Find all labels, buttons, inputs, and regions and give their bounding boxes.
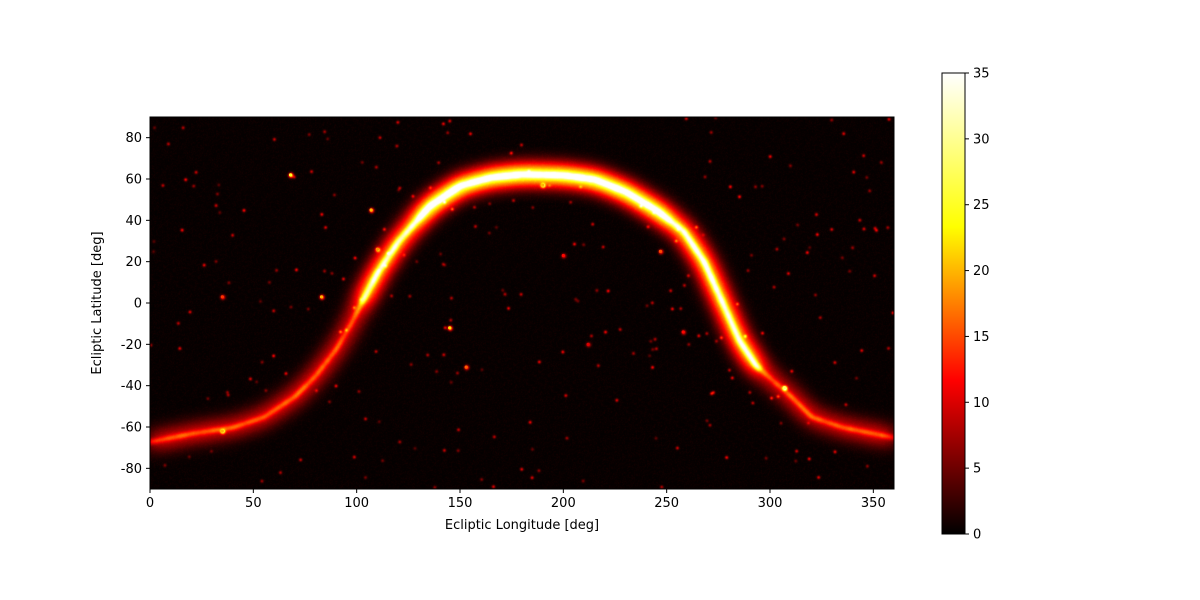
y-tick-label: -40 bbox=[121, 379, 142, 394]
hotspot-point bbox=[369, 208, 373, 212]
colorbar-tick-label: 15 bbox=[973, 330, 990, 345]
x-tick-label: 150 bbox=[448, 496, 473, 511]
y-tick-label: 40 bbox=[125, 214, 142, 229]
hotspot-point bbox=[448, 326, 452, 330]
colorbar: 0 5 10 15 20 25 30 35 bbox=[941, 67, 990, 543]
y-tick-label: -20 bbox=[121, 338, 142, 353]
hotspot-point bbox=[681, 330, 685, 334]
plot-area bbox=[150, 117, 894, 489]
colorbar-tick-label: 25 bbox=[973, 198, 990, 213]
hotspot-point bbox=[782, 386, 787, 390]
hotspot-point bbox=[220, 295, 224, 299]
x-tick-label: 200 bbox=[551, 496, 576, 511]
x-axis-label: Ecliptic Longitude [deg] bbox=[445, 518, 599, 533]
colorbar-tick-label: 35 bbox=[973, 67, 990, 82]
hotspot-point bbox=[561, 253, 565, 258]
y-axis-ticks: -80 -60 -40 -20 0 20 40 60 80 bbox=[121, 131, 150, 477]
y-tick-label: 20 bbox=[125, 255, 142, 270]
x-tick-label: 300 bbox=[758, 496, 783, 511]
hotspot-point bbox=[319, 295, 324, 299]
y-tick-label: -80 bbox=[121, 462, 142, 477]
x-tick-label: 100 bbox=[344, 496, 369, 511]
colorbar-tick-label: 0 bbox=[973, 528, 981, 543]
colorbar-tick-label: 20 bbox=[973, 264, 990, 279]
heatmap-image bbox=[150, 117, 894, 489]
x-tick-label: 50 bbox=[245, 496, 262, 511]
colorbar-ticks: 0 5 10 15 20 25 30 35 bbox=[965, 67, 990, 543]
y-tick-label: 80 bbox=[125, 131, 142, 146]
y-tick-label: 60 bbox=[125, 173, 142, 188]
hotspot-point bbox=[220, 429, 224, 433]
colorbar-tick-label: 30 bbox=[973, 132, 990, 147]
plot-frame bbox=[149, 116, 895, 490]
colorbar-tick-label: 10 bbox=[973, 396, 990, 411]
x-tick-label: 350 bbox=[861, 496, 886, 511]
colorbar-tick-label: 5 bbox=[973, 462, 981, 477]
y-tick-label: 0 bbox=[134, 297, 142, 312]
colorbar-frame bbox=[941, 72, 966, 535]
x-tick-label: 0 bbox=[146, 496, 154, 511]
hotspot-point bbox=[464, 365, 468, 369]
hotspot-point bbox=[288, 173, 293, 177]
y-axis-label: Ecliptic Latitude [deg] bbox=[90, 231, 105, 374]
x-axis-ticks: 0 50 100 150 200 250 300 350 bbox=[146, 489, 886, 511]
hotspot-point bbox=[375, 247, 379, 251]
hotspot-point bbox=[658, 249, 663, 253]
x-tick-label: 250 bbox=[654, 496, 679, 511]
hotspot-layer bbox=[220, 173, 787, 433]
y-tick-label: -60 bbox=[121, 421, 142, 436]
hotspot-point bbox=[586, 342, 590, 346]
colorbar-gradient bbox=[942, 73, 965, 534]
hotspot-point bbox=[541, 183, 545, 187]
